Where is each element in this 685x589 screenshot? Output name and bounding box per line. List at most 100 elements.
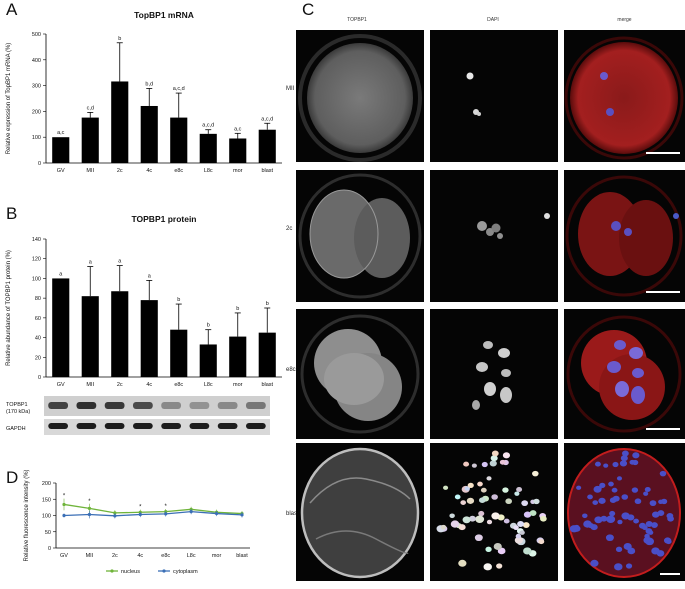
significance-label: a: [89, 260, 93, 266]
nucleus: [513, 525, 519, 531]
significance-label: a,c: [234, 126, 242, 132]
nucleus: [651, 522, 658, 528]
significance-label: a: [148, 273, 152, 279]
bar: [81, 117, 99, 163]
nucleus: [458, 559, 467, 567]
blot-band-gapdh: [217, 423, 238, 429]
x-tick-label: e8c: [174, 168, 183, 174]
nucleus: [480, 487, 487, 493]
blot-band-topbp1: [245, 402, 266, 409]
blot-topbp1-label-block: TOPBP1 (170 kDa): [6, 402, 30, 416]
x-tick-label: blast: [236, 553, 248, 559]
nucleus: [490, 455, 498, 462]
blot-membrane-gapdh: [44, 419, 270, 435]
nucleus: [621, 494, 629, 500]
nucleus: [657, 510, 665, 516]
y-tick-label: 20: [35, 355, 41, 361]
nucleus: [629, 459, 636, 465]
blot-band-gapdh: [189, 423, 210, 429]
nucleus: [475, 515, 485, 524]
blot-band-topbp1: [132, 402, 153, 409]
nucleus: [502, 452, 511, 459]
data-point: [62, 502, 66, 507]
bar: [258, 129, 276, 163]
y-tick-label: 500: [32, 32, 41, 38]
y-axis-label: Relative fluorescence intensity (%): [24, 470, 30, 562]
blot-membrane-topbp1: [44, 396, 270, 416]
nucleus: [634, 498, 642, 505]
bar: [52, 278, 70, 377]
nucleus: [483, 563, 492, 571]
chart-title: TopBP1 mRNA: [134, 10, 194, 20]
nucleus: [516, 486, 523, 493]
chart-title: TOPBP1 protein: [131, 214, 196, 224]
blot-band-gapdh: [245, 423, 266, 429]
blot-band-topbp1: [48, 402, 69, 409]
panel-letter-b: B: [6, 204, 18, 223]
y-tick-label: 100: [42, 514, 51, 520]
nucleus: [491, 450, 499, 457]
nucleus: [489, 460, 497, 467]
bar: [170, 329, 188, 377]
blot-gapdh-label: GAPDH: [6, 426, 26, 432]
data-point: [87, 512, 92, 517]
nucleus: [532, 470, 539, 477]
nucleus: [460, 500, 467, 506]
nucleus: [582, 513, 588, 519]
y-axis-label: Relative expression of TopBP1 mRNA (%): [6, 43, 12, 155]
nucleus: [667, 515, 674, 522]
y-tick-label: 60: [35, 316, 41, 322]
nucleus: [514, 536, 524, 544]
bar: [258, 332, 276, 377]
western-blot: [44, 396, 270, 435]
nucleus: [519, 530, 525, 535]
nucleus: [621, 450, 629, 457]
significance-label: a,c,d: [202, 123, 214, 129]
nucleus: [583, 520, 592, 528]
nucleus: [477, 481, 483, 487]
image-mii-merge: [564, 30, 685, 162]
nucleus: [481, 461, 488, 468]
bar: [140, 300, 158, 377]
significance-label: a,c: [57, 130, 65, 136]
legend-label: nucleus: [121, 569, 140, 575]
y-tick-label: 80: [35, 296, 41, 302]
image-mii-topbp1: [296, 30, 424, 162]
y-tick-label: 40: [35, 336, 41, 342]
nucleus: [594, 461, 601, 467]
blot-band-topbp1: [189, 402, 210, 409]
data-point: [62, 513, 66, 518]
y-axis-label: Relative abundance of TOPBP1 protein (%): [6, 250, 12, 366]
nucleus: [606, 515, 616, 524]
nucleus: [605, 534, 614, 542]
blot-band-gapdh: [104, 423, 125, 429]
y-tick-label: 50: [45, 530, 51, 536]
nucleus: [440, 524, 447, 530]
x-tick-label: 2c: [117, 382, 123, 388]
panel-letter-c: C: [302, 0, 315, 19]
image-2c-dapi: [430, 170, 558, 302]
chart-d: 0 50 100 150 200 Relative fluorescence intens…: [24, 470, 250, 575]
image-2c-topbp1: [296, 170, 424, 302]
scale-bar: [646, 428, 680, 430]
significance-label: a,c,d: [261, 116, 273, 122]
nucleus: [619, 460, 628, 467]
nucleus: [522, 522, 530, 528]
data-point: [164, 512, 168, 516]
x-tick-label: mor: [233, 382, 243, 388]
nucleus: [603, 463, 609, 468]
blot-band-gapdh: [132, 423, 153, 429]
nucleus: [443, 485, 449, 490]
nucleus: [573, 524, 580, 530]
nucleus: [491, 494, 498, 500]
y-tick-label: 120: [32, 257, 41, 263]
legend-marker: [110, 569, 114, 573]
blot-band-topbp1: [104, 402, 125, 409]
significance-label: b: [266, 301, 269, 307]
nucleus: [463, 461, 470, 467]
image-e8c-dapi: [430, 309, 558, 439]
nucleus: [468, 515, 476, 522]
nucleus: [486, 476, 492, 481]
bar: [81, 296, 99, 377]
nucleus: [616, 476, 623, 481]
